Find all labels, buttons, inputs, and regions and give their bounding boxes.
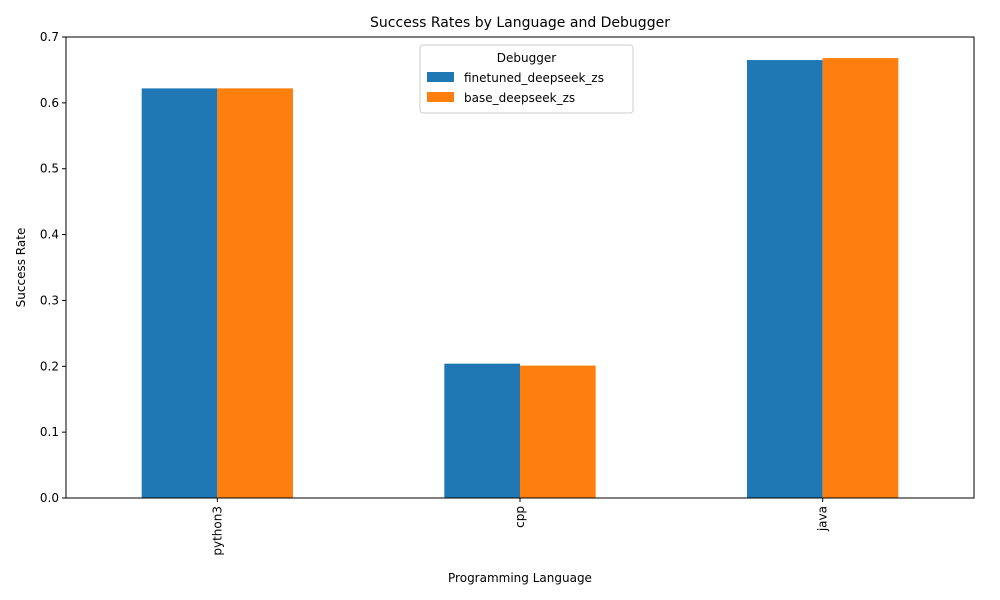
x-axis-label: Programming Language — [448, 571, 592, 585]
legend-entry-finetuned_deepseek_zs: finetuned_deepseek_zs — [464, 71, 604, 85]
legend-box — [419, 44, 634, 114]
bar-finetuned_deepseek_zs-cpp — [444, 363, 520, 498]
bar-base_deepseek_zs-cpp — [520, 365, 596, 498]
y-tick-label: 0.7 — [40, 30, 59, 44]
y-tick-label: 0.3 — [40, 293, 59, 307]
y-axis: 0.0 0.1 0.2 0.3 0.4 0.5 0.6 0.7 — [40, 30, 66, 505]
x-axis: python3 cpp java — [210, 498, 830, 556]
y-tick-label: 0.0 — [40, 491, 59, 505]
y-tick-label: 0.5 — [40, 162, 59, 176]
x-tick-label-python3: python3 — [210, 506, 224, 556]
legend: Debugger finetuned_deepseek_zs base_deepse… — [419, 44, 634, 114]
y-tick-label: 0.1 — [40, 425, 59, 439]
y-tick-label: 0.6 — [40, 96, 59, 110]
legend-entry-base_deepseek_zs: base_deepseek_zs — [464, 91, 575, 105]
bar-base_deepseek_zs-java — [822, 58, 899, 499]
bar-base_deepseek_zs-python3 — [217, 88, 293, 499]
bar-finetuned_deepseek_zs-python3 — [141, 88, 218, 499]
legend-swatch-finetuned_deepseek_zs — [427, 72, 454, 82]
y-axis-label: Success Rate — [14, 228, 28, 308]
legend-swatch-base_deepseek_zs — [427, 92, 454, 102]
x-tick-label-cpp: cpp — [513, 506, 527, 528]
y-tick-label: 0.4 — [40, 228, 59, 242]
bar-finetuned_deepseek_zs-java — [747, 60, 823, 499]
bars — [141, 58, 899, 499]
legend-title: Debugger — [497, 51, 556, 65]
chart-title: Success Rates by Language and Debugger — [370, 15, 670, 31]
plot-frame — [65, 36, 975, 499]
x-tick-label-java: java — [816, 506, 830, 532]
y-tick-label: 0.2 — [40, 359, 59, 373]
